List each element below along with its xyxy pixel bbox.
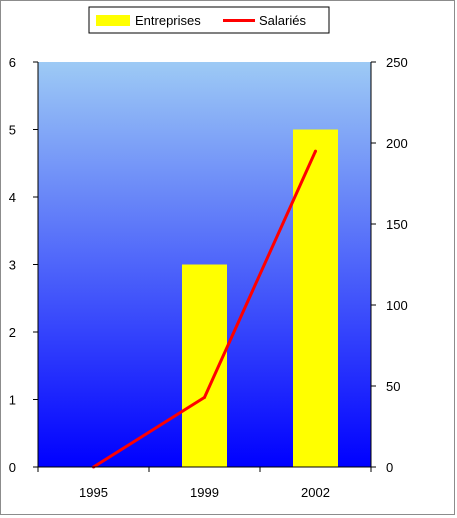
left-axis-ticks: 0 1 2 3 4 5 6 (9, 55, 38, 475)
legend-label-entreprises: Entreprises (135, 13, 201, 28)
left-tick-label: 3 (9, 258, 16, 273)
right-tick-label: 100 (386, 298, 408, 313)
bars-layer (182, 129, 338, 467)
point-salaries-1999 (203, 395, 206, 399)
x-tick-label: 1995 (79, 485, 108, 500)
right-tick-label: 150 (386, 217, 408, 232)
point-salaries-2002 (314, 149, 317, 153)
left-tick-label: 5 (9, 123, 16, 138)
x-tick-label: 1999 (190, 485, 219, 500)
left-tick-label: 0 (9, 460, 16, 475)
right-tick-label: 200 (386, 136, 408, 151)
left-tick-label: 1 (9, 393, 16, 408)
x-axis-ticks: 1995 1999 2002 (37, 467, 372, 500)
right-tick-label: 0 (386, 460, 393, 475)
right-tick-label: 250 (386, 55, 408, 70)
legend-swatch-entreprises (96, 15, 130, 26)
left-tick-label: 2 (9, 325, 16, 340)
left-tick-label: 4 (9, 190, 16, 205)
legend-label-salaries: Salariés (259, 13, 306, 28)
right-axis-ticks: 0 50 100 150 200 250 (371, 55, 408, 475)
left-tick-label: 6 (9, 55, 16, 70)
right-tick-label: 50 (386, 379, 400, 394)
x-tick-label: 2002 (301, 485, 330, 500)
bar-entreprises-2002 (293, 129, 338, 467)
legend: Entreprises Salariés (88, 6, 330, 34)
